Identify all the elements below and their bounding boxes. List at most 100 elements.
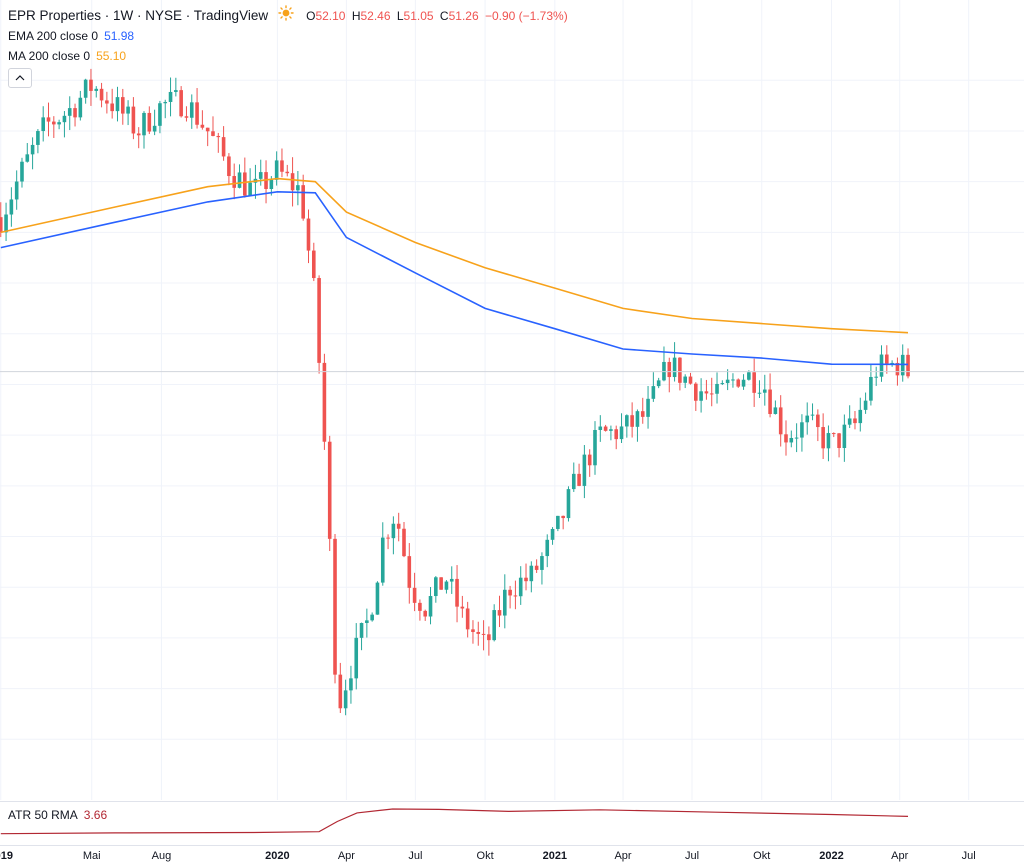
candle-body <box>52 121 56 125</box>
candle-body <box>131 106 136 134</box>
candle-body <box>725 379 730 384</box>
candle <box>858 397 863 432</box>
candle <box>439 577 443 590</box>
candle <box>778 395 783 447</box>
candle <box>694 382 698 411</box>
atr-pane[interactable] <box>0 802 1024 845</box>
symbol-title[interactable]: EPR Properties · 1W · NYSE · TradingView <box>8 8 269 23</box>
candle <box>280 148 284 178</box>
candle <box>518 566 523 605</box>
candle <box>709 377 714 407</box>
candle <box>768 373 772 418</box>
candle <box>67 96 72 131</box>
candle <box>349 665 353 704</box>
candle <box>874 366 878 386</box>
candle-body <box>455 578 459 607</box>
candle <box>46 102 51 137</box>
time-axis[interactable]: 2019 Mai Aug 2020 Apr Jul Okt 2021 Apr Jul Okt 2022… <box>0 845 1024 865</box>
candle-body <box>365 620 369 623</box>
ema-legend[interactable]: EMA 200 close 0 51.98 <box>8 29 135 43</box>
candle-body <box>773 407 778 415</box>
candle-body <box>625 415 629 427</box>
candle-body <box>110 103 114 112</box>
candle-body <box>736 379 741 387</box>
candle <box>30 137 35 170</box>
pane-separator[interactable] <box>0 801 1024 802</box>
price-change: −0.90 (−1.73%) <box>484 9 568 23</box>
candle-body <box>46 117 51 122</box>
symbol-header: EPR Properties · 1W · NYSE · TradingView… <box>8 5 571 27</box>
candle <box>285 164 290 177</box>
candle <box>221 126 226 161</box>
candle-body <box>513 595 518 597</box>
candle-body <box>179 90 183 117</box>
candle <box>556 515 560 532</box>
candle-body <box>715 383 719 394</box>
candle-body <box>731 379 735 381</box>
candle-body <box>354 637 359 679</box>
market-open-sun-icon[interactable] <box>278 5 294 27</box>
time-tick-label: Jul <box>962 850 976 862</box>
candle-body <box>115 97 120 112</box>
candle-body <box>879 354 884 377</box>
candle <box>847 405 852 429</box>
candle-body <box>227 156 231 177</box>
candle <box>810 403 815 421</box>
candle-body <box>269 179 274 189</box>
candle-body <box>57 122 61 125</box>
candle-body <box>221 137 226 157</box>
candle <box>396 512 401 542</box>
candle <box>237 164 242 189</box>
candle <box>380 522 385 586</box>
candle <box>354 623 359 690</box>
candle-body <box>789 437 794 443</box>
candle <box>412 572 417 612</box>
candle <box>561 515 565 530</box>
price-chart[interactable] <box>0 0 1024 800</box>
candle <box>667 357 672 393</box>
candle <box>476 621 481 646</box>
time-tick-label: Mai <box>83 850 101 862</box>
candle <box>566 486 571 522</box>
candle-body <box>640 411 645 417</box>
candle-body <box>248 182 252 196</box>
candle-body <box>4 214 8 233</box>
candle-body <box>778 407 783 435</box>
candle-body <box>0 217 3 233</box>
collapse-legend-button[interactable] <box>8 68 32 88</box>
candle-body <box>258 172 263 179</box>
candle <box>625 414 629 438</box>
candle-body <box>349 678 353 691</box>
atr-legend[interactable]: ATR 50 RMA 3.66 <box>8 808 108 822</box>
candle <box>534 559 539 573</box>
candle <box>757 380 762 399</box>
candle-body <box>216 135 221 138</box>
candle-body <box>858 409 863 424</box>
candle <box>296 171 300 206</box>
candle-body <box>646 398 650 417</box>
candle <box>78 90 83 121</box>
candle-body <box>285 171 290 174</box>
candle <box>885 345 889 374</box>
ma-legend[interactable]: MA 200 close 0 55.10 <box>8 49 127 63</box>
time-tick-label: Okt <box>753 850 770 862</box>
candle <box>232 163 237 200</box>
candle <box>184 106 189 122</box>
candle <box>14 170 19 210</box>
time-tick-label: Jul <box>685 850 699 862</box>
candle <box>831 432 836 438</box>
candle-body <box>73 108 77 118</box>
candle-body <box>391 523 396 539</box>
candle-body <box>89 79 93 91</box>
candle <box>333 533 337 684</box>
candle-body <box>768 389 772 415</box>
candle <box>725 369 730 391</box>
candle <box>524 563 528 591</box>
candle-body <box>195 102 199 125</box>
candle-body <box>465 608 470 630</box>
candle-body <box>651 386 656 399</box>
candle <box>571 462 576 492</box>
candle-body <box>147 112 152 132</box>
candle-body <box>895 362 900 376</box>
candle-body <box>105 100 109 104</box>
